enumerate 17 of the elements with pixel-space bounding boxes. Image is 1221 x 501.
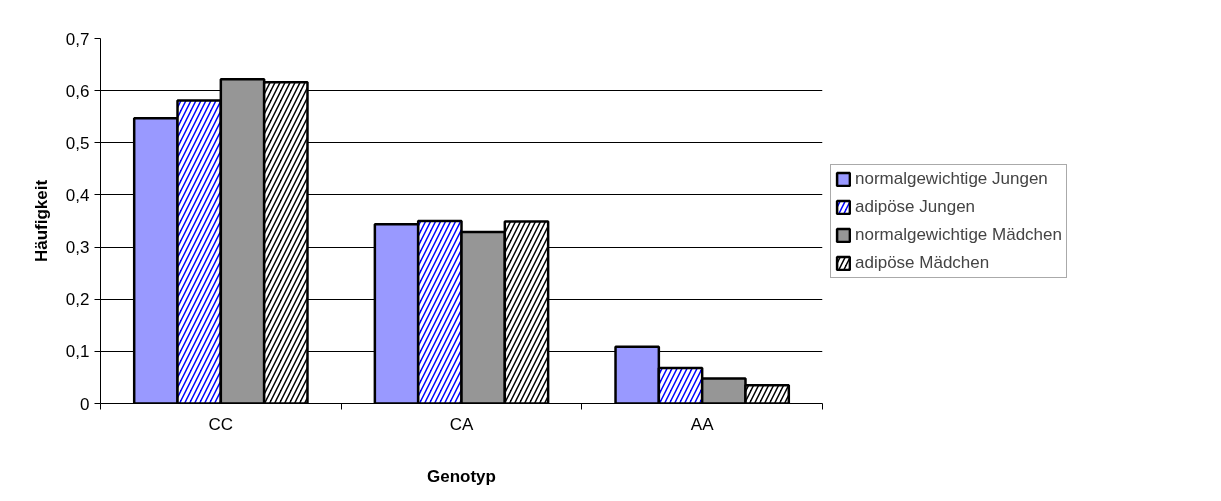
legend-label: adipöse Mädchen — [855, 252, 990, 273]
x-tick-label: CA — [449, 414, 474, 434]
x-tick-label: AA — [690, 414, 715, 434]
y-tick-label: 0 — [80, 394, 90, 414]
y-tick-label: 0,7 — [65, 29, 90, 49]
legend-label: normalgewichtige Jungen — [855, 168, 1048, 189]
legend-label: adipöse Jungen — [855, 196, 976, 217]
y-tick-label: 0,5 — [65, 133, 90, 153]
legend-label: normalgewichtige Mädchen — [855, 224, 1062, 245]
y-tick-label: 0,1 — [65, 342, 90, 362]
y-tick-label: 0,4 — [65, 185, 90, 205]
y-tick-label: 0,3 — [65, 238, 90, 258]
x-tick-label: CC — [208, 414, 234, 434]
x-axis-title: Genotyp — [427, 466, 496, 486]
y-axis-title: Häufigkeit — [31, 179, 51, 263]
y-tick-label: 0,2 — [65, 290, 90, 310]
y-tick-label: 0,6 — [65, 81, 90, 101]
